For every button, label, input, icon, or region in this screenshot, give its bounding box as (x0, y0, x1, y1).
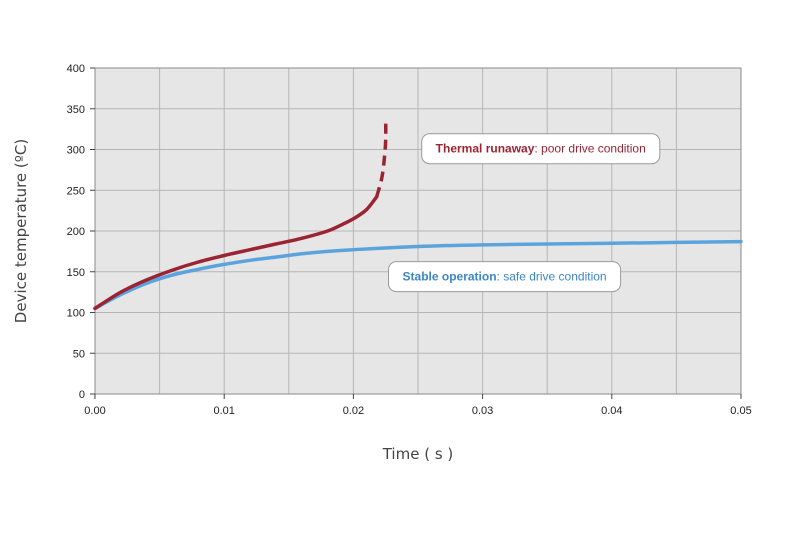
y-tick-label: 400 (67, 63, 85, 75)
callout-bold: Thermal runaway (436, 142, 535, 156)
callout-rest: : poor drive condition (534, 142, 645, 156)
callout-box (388, 261, 622, 293)
x-tick-label: 0.02 (343, 405, 364, 417)
x-tick-label: 0.01 (213, 405, 234, 417)
y-tick-label: 0 (79, 389, 85, 401)
y-tick-label: 50 (73, 348, 85, 360)
x-axis-label: Time ( s ) (382, 445, 454, 463)
x-tick-label: 0.03 (472, 405, 493, 417)
y-tick-label: 100 (67, 308, 85, 320)
callout-text: Thermal runaway: poor drive condition (436, 142, 646, 156)
y-tick-label: 200 (67, 226, 85, 238)
callout-box (421, 133, 661, 165)
y-tick-label: 150 (67, 267, 85, 279)
x-tick-label: 0.05 (730, 405, 751, 417)
x-tick-label: 0.04 (601, 405, 622, 417)
callout-text: Stable operation: safe drive condition (403, 270, 607, 284)
x-tick-label: 0.00 (84, 405, 105, 417)
y-tick-label: 350 (67, 104, 85, 116)
series-line-stable (93, 239, 743, 311)
series-line-thermal (93, 195, 379, 311)
y-tick-label: 300 (67, 145, 85, 157)
series-line-thermal-dashed (375, 123, 388, 198)
y-tick-label: 250 (67, 185, 85, 197)
callout-rest: : safe drive condition (497, 270, 607, 284)
x-axis: 0.00 0.01 0.02 0.03 0.04 0.05 (84, 394, 752, 417)
y-axis: 0 50 100 150 200 250 300 350 400 (67, 63, 95, 401)
y-axis-label: Device temperature (ºC) (12, 139, 30, 323)
series-group (93, 123, 743, 311)
callout-bold: Stable operation (403, 270, 497, 284)
stable-callout: Stable operation: safe drive condition (388, 261, 622, 293)
annotations: Thermal runaway: poor drive condition Sta… (388, 133, 661, 293)
thermal-callout: Thermal runaway: poor drive condition (421, 133, 661, 165)
